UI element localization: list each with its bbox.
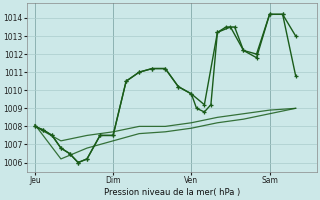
X-axis label: Pression niveau de la mer( hPa ): Pression niveau de la mer( hPa ) — [104, 188, 240, 197]
